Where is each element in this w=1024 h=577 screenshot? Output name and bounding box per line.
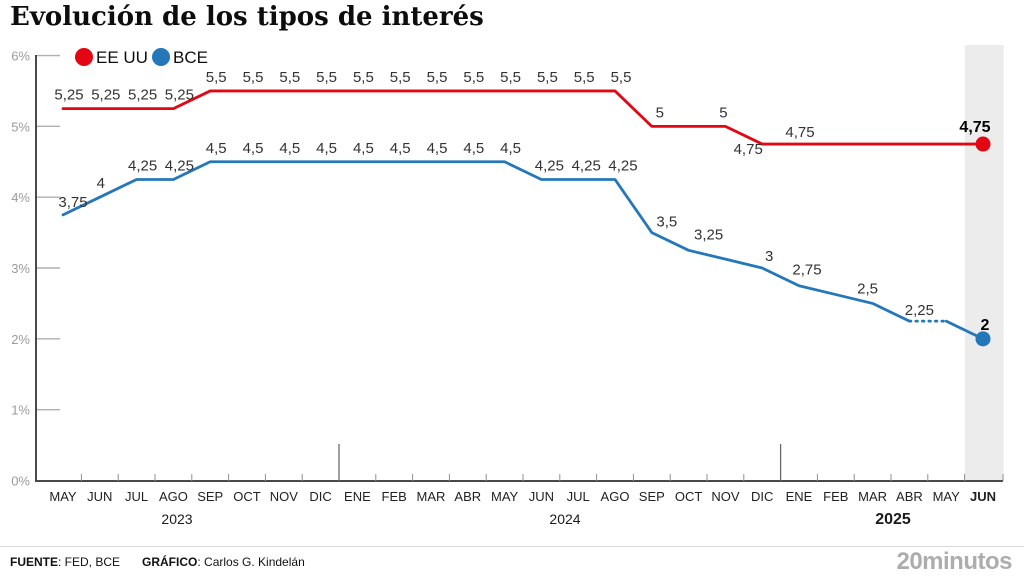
series-line-bce bbox=[61, 160, 911, 323]
highlight-band-last-month bbox=[964, 45, 1004, 481]
axis bbox=[35, 55, 1003, 482]
value-label-bce: 2,75 bbox=[792, 262, 821, 279]
value-label-ee-uu: 5,5 bbox=[611, 69, 632, 86]
value-label-ee-uu: 5 bbox=[656, 104, 664, 121]
x-axis-label-month: JUN bbox=[970, 489, 996, 504]
legend-dot-ee-uu bbox=[75, 48, 93, 66]
value-label-ee-uu: 5,25 bbox=[54, 87, 83, 104]
x-axis-label-month: ABR bbox=[896, 489, 923, 504]
x-axis-label-month: MAY bbox=[491, 489, 519, 504]
source-label: FUENTE bbox=[10, 555, 58, 569]
x-axis-label-month: JUN bbox=[87, 489, 112, 504]
value-label-bce: 3,25 bbox=[694, 226, 723, 243]
value-label-bce: 3 bbox=[765, 248, 773, 265]
x-axis-label-month: ENE bbox=[786, 489, 813, 504]
value-label-bce: 4,5 bbox=[206, 140, 227, 157]
credit-value: : Carlos G. Kindelán bbox=[197, 555, 305, 569]
value-label-bce: 4,25 bbox=[535, 157, 564, 174]
credit-label: GRÁFICO bbox=[142, 555, 198, 569]
x-axis-label-month: MAY bbox=[933, 489, 961, 504]
series-end-dot-bce bbox=[975, 331, 991, 347]
year-label: 2024 bbox=[549, 511, 580, 527]
series-line-ee-uu bbox=[61, 89, 985, 146]
value-label-ee-uu: 4,75 bbox=[959, 119, 990, 136]
x-axis-label-month: MAR bbox=[858, 489, 887, 504]
value-label-ee-uu: 5,5 bbox=[390, 69, 411, 86]
value-label-bce: 2 bbox=[981, 317, 990, 334]
series-end-dot-ee-uu bbox=[975, 136, 991, 152]
value-label-ee-uu: 5,5 bbox=[500, 69, 521, 86]
page-title: Evolución de los tipos de interés bbox=[10, 2, 484, 32]
legend-label-ee-uu: EE UU bbox=[96, 48, 148, 67]
value-label-bce: 4,5 bbox=[427, 140, 448, 157]
value-label-bce: 4,5 bbox=[463, 140, 484, 157]
value-label-ee-uu: 4,75 bbox=[785, 124, 814, 141]
value-label-ee-uu: 5,25 bbox=[165, 87, 194, 104]
value-label-ee-uu: 5,25 bbox=[91, 87, 120, 104]
x-axis-label-month: SEP bbox=[639, 489, 665, 504]
year-label: 2025 bbox=[875, 511, 911, 528]
value-label-bce: 4,25 bbox=[572, 157, 601, 174]
value-label-ee-uu: 5,5 bbox=[427, 69, 448, 86]
value-label-bce: 4,25 bbox=[165, 157, 194, 174]
value-label-bce: 2,5 bbox=[857, 280, 878, 297]
value-label-ee-uu: 5,5 bbox=[537, 69, 558, 86]
value-label-bce: 4,5 bbox=[353, 140, 374, 157]
value-label-bce: 3,5 bbox=[656, 214, 677, 231]
value-label-bce: 4,5 bbox=[316, 140, 337, 157]
value-label-bce: 4,5 bbox=[390, 140, 411, 157]
value-label-ee-uu: 5,5 bbox=[574, 69, 595, 86]
value-label-bce: 4,25 bbox=[608, 157, 637, 174]
x-axis-label-month: MAR bbox=[417, 489, 446, 504]
x-axis-label-month: AGO bbox=[601, 489, 630, 504]
y-axis-label: 5% bbox=[11, 119, 30, 134]
x-axis-label-month: MAY bbox=[49, 489, 77, 504]
x-axis-label-month: JUN bbox=[529, 489, 554, 504]
y-axis-label: 3% bbox=[11, 261, 30, 276]
value-label-bce: 2,25 bbox=[905, 302, 934, 319]
value-label-ee-uu: 5,5 bbox=[353, 69, 374, 86]
x-axis-label-month: DIC bbox=[309, 489, 331, 504]
x-axis-label-month: SEP bbox=[197, 489, 223, 504]
source-value: : FED, BCE bbox=[58, 555, 121, 569]
value-label-ee-uu: 5,5 bbox=[316, 69, 337, 86]
x-axis-label-month: FEB bbox=[823, 489, 848, 504]
value-label-ee-uu: 5,25 bbox=[128, 87, 157, 104]
value-label-bce: 4,5 bbox=[279, 140, 300, 157]
y-axis-label: 4% bbox=[11, 190, 30, 205]
value-label-bce: 4 bbox=[97, 175, 105, 192]
x-axis-label-month: ABR bbox=[454, 489, 481, 504]
x-axis-label-month: JUL bbox=[125, 489, 148, 504]
year-label: 2023 bbox=[161, 511, 192, 527]
value-label-ee-uu: 5,5 bbox=[279, 69, 300, 86]
y-axis-label: 1% bbox=[11, 403, 30, 418]
x-axis-label-month: DIC bbox=[751, 489, 773, 504]
value-label-ee-uu: 4,75 bbox=[734, 141, 763, 158]
legend-label-bce: BCE bbox=[173, 48, 208, 67]
x-axis-label-month: FEB bbox=[382, 489, 407, 504]
value-label-bce: 4,5 bbox=[243, 140, 264, 157]
x-axis-label-month: NOV bbox=[270, 489, 299, 504]
x-axis-label-month: AGO bbox=[159, 489, 188, 504]
legend-dot-bce bbox=[152, 48, 170, 66]
x-axis-label-month: NOV bbox=[711, 489, 740, 504]
value-label-ee-uu: 5,5 bbox=[243, 69, 264, 86]
value-label-ee-uu: 5,5 bbox=[463, 69, 484, 86]
value-label-ee-uu: 5 bbox=[719, 104, 727, 121]
y-axis-label: 0% bbox=[11, 474, 30, 489]
value-label-bce: 4,5 bbox=[500, 140, 521, 157]
value-label-bce: 4,25 bbox=[128, 157, 157, 174]
x-axis-label-month: ENE bbox=[344, 489, 371, 504]
footer-bar: FUENTE: FED, BCE GRÁFICO: Carlos G. Kinde… bbox=[0, 546, 1024, 577]
value-label-bce: 3,75 bbox=[58, 194, 87, 211]
y-axis-label: 6% bbox=[11, 49, 30, 64]
x-axis-label-month: JUL bbox=[567, 489, 590, 504]
x-axis-label-month: OCT bbox=[675, 489, 703, 504]
brand-logo: 20minutos bbox=[896, 548, 1012, 575]
value-label-ee-uu: 5,5 bbox=[206, 69, 227, 86]
y-axis-label: 2% bbox=[11, 332, 30, 347]
footer-credits: FUENTE: FED, BCE GRÁFICO: Carlos G. Kinde… bbox=[10, 555, 305, 569]
x-axis-label-month: OCT bbox=[233, 489, 261, 504]
